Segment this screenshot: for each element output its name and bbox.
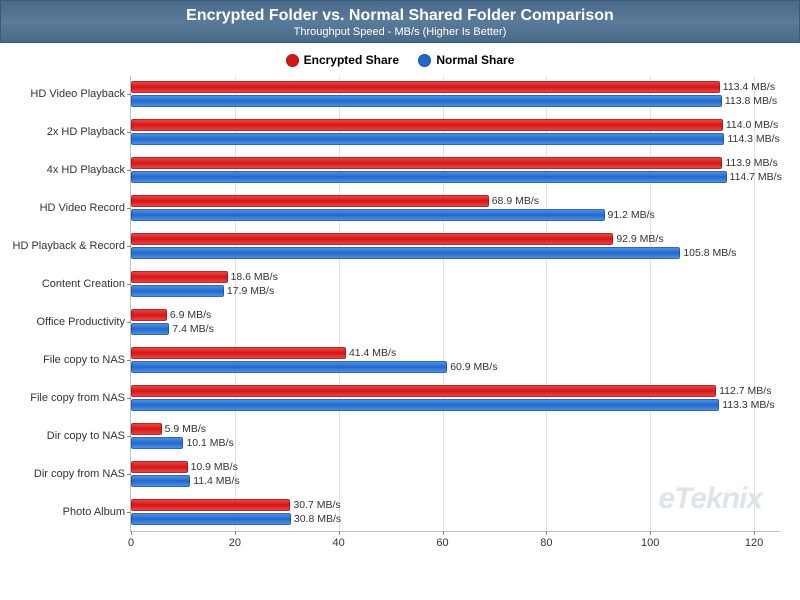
value-label-normal: 114.3 MB/s xyxy=(727,133,779,145)
bar-encrypted xyxy=(131,271,228,283)
value-label-normal: 91.2 MB/s xyxy=(608,209,655,221)
bar-encrypted xyxy=(131,119,723,131)
value-label-encrypted: 68.9 MB/s xyxy=(492,195,539,207)
value-label-normal: 113.3 MB/s xyxy=(722,399,774,411)
value-label-encrypted: 41.4 MB/s xyxy=(349,347,396,359)
value-label-normal: 11.4 MB/s xyxy=(193,475,240,487)
category-label: HD Video Record xyxy=(40,202,131,214)
legend-label-normal: Normal Share xyxy=(436,53,514,67)
category-label: Content Creation xyxy=(42,278,131,290)
xtick-label: 20 xyxy=(229,537,241,549)
xtick-mark xyxy=(650,531,651,535)
bar-normal xyxy=(131,171,727,183)
xtick-label: 120 xyxy=(745,537,763,549)
category-label: Photo Album xyxy=(63,506,131,518)
value-label-normal: 10.1 MB/s xyxy=(186,437,233,449)
value-label-encrypted: 6.9 MB/s xyxy=(170,309,211,321)
bar-encrypted xyxy=(131,81,720,93)
legend-item-encrypted: Encrypted Share xyxy=(286,53,399,67)
value-label-encrypted: 10.9 MB/s xyxy=(191,461,238,473)
category-label: HD Playback & Record xyxy=(13,240,132,252)
bar-encrypted xyxy=(131,195,489,207)
bar-normal xyxy=(131,247,680,259)
value-label-normal: 113.8 MB/s xyxy=(725,95,777,107)
value-label-encrypted: 18.6 MB/s xyxy=(231,271,278,283)
xtick-mark xyxy=(235,531,236,535)
category-label: File copy to NAS xyxy=(43,354,131,366)
category-label: 2x HD Playback xyxy=(47,126,131,138)
category-row: File copy from NAS112.7 MB/s113.3 MB/s xyxy=(131,379,780,417)
category-label: Office Productivity xyxy=(37,316,131,328)
bar-encrypted xyxy=(131,423,162,435)
xtick-label: 80 xyxy=(540,537,552,549)
category-label: HD Video Playback xyxy=(30,88,131,100)
value-label-encrypted: 5.9 MB/s xyxy=(165,423,206,435)
category-row: HD Video Playback113.4 MB/s113.8 MB/s xyxy=(131,76,780,114)
xtick-label: 60 xyxy=(436,537,448,549)
bar-encrypted xyxy=(131,347,346,359)
bar-encrypted xyxy=(131,461,188,473)
value-label-encrypted: 114.0 MB/s xyxy=(726,119,778,131)
chart-title: Encrypted Folder vs. Normal Shared Folde… xyxy=(1,7,799,25)
xtick-mark xyxy=(339,531,340,535)
value-label-normal: 30.8 MB/s xyxy=(294,513,341,525)
bar-encrypted xyxy=(131,157,722,169)
chart-area: eTeknix 020406080100120HD Video Playback… xyxy=(130,76,780,556)
legend-swatch-normal xyxy=(418,54,431,67)
category-row: 2x HD Playback114.0 MB/s114.3 MB/s xyxy=(131,113,780,151)
bar-normal xyxy=(131,95,722,107)
legend-label-encrypted: Encrypted Share xyxy=(304,53,399,67)
bar-normal xyxy=(131,209,605,221)
category-row: Photo Album30.7 MB/s30.8 MB/s xyxy=(131,493,780,531)
category-row: File copy to NAS41.4 MB/s60.9 MB/s xyxy=(131,341,780,379)
plot-region: 020406080100120HD Video Playback113.4 MB… xyxy=(130,76,780,532)
value-label-normal: 105.8 MB/s xyxy=(683,247,736,259)
bar-encrypted xyxy=(131,309,167,321)
bar-normal xyxy=(131,437,183,449)
xtick-label: 0 xyxy=(128,537,134,549)
value-label-encrypted: 113.4 MB/s xyxy=(723,81,775,93)
category-row: 4x HD Playback113.9 MB/s114.7 MB/s xyxy=(131,151,780,189)
chart-subtitle: Throughput Speed - MB/s (Higher Is Bette… xyxy=(1,26,799,38)
bar-normal xyxy=(131,399,719,411)
xtick-mark xyxy=(546,531,547,535)
xtick-mark xyxy=(754,531,755,535)
chart-header: Encrypted Folder vs. Normal Shared Folde… xyxy=(0,0,800,43)
value-label-encrypted: 112.7 MB/s xyxy=(719,385,771,397)
bar-normal xyxy=(131,323,169,335)
category-label: File copy from NAS xyxy=(30,392,131,404)
value-label-normal: 114.7 MB/s xyxy=(730,171,782,183)
legend: Encrypted Share Normal Share xyxy=(0,43,800,76)
bar-normal xyxy=(131,285,224,297)
value-label-encrypted: 30.7 MB/s xyxy=(293,499,340,511)
category-label: Dir copy from NAS xyxy=(34,468,131,480)
xtick-mark xyxy=(131,531,132,535)
xtick-label: 100 xyxy=(641,537,659,549)
bar-normal xyxy=(131,475,190,487)
category-row: HD Video Record68.9 MB/s91.2 MB/s xyxy=(131,189,780,227)
bar-normal xyxy=(131,513,291,525)
value-label-encrypted: 92.9 MB/s xyxy=(616,233,663,245)
legend-item-normal: Normal Share xyxy=(418,53,514,67)
legend-swatch-encrypted xyxy=(286,54,299,67)
category-row: Dir copy from NAS10.9 MB/s11.4 MB/s xyxy=(131,455,780,493)
bar-normal xyxy=(131,133,724,145)
value-label-normal: 17.9 MB/s xyxy=(227,285,274,297)
value-label-normal: 7.4 MB/s xyxy=(172,323,213,335)
value-label-encrypted: 113.9 MB/s xyxy=(725,157,777,169)
xtick-label: 40 xyxy=(333,537,345,549)
category-row: Dir copy to NAS5.9 MB/s10.1 MB/s xyxy=(131,417,780,455)
category-row: Content Creation18.6 MB/s17.9 MB/s xyxy=(131,265,780,303)
bar-encrypted xyxy=(131,233,613,245)
category-row: HD Playback & Record92.9 MB/s105.8 MB/s xyxy=(131,227,780,265)
xtick-mark xyxy=(443,531,444,535)
category-label: 4x HD Playback xyxy=(47,164,131,176)
bar-normal xyxy=(131,361,447,373)
bar-encrypted xyxy=(131,385,716,397)
value-label-normal: 60.9 MB/s xyxy=(450,361,497,373)
category-label: Dir copy to NAS xyxy=(47,430,131,442)
category-row: Office Productivity6.9 MB/s7.4 MB/s xyxy=(131,303,780,341)
bar-encrypted xyxy=(131,499,290,511)
